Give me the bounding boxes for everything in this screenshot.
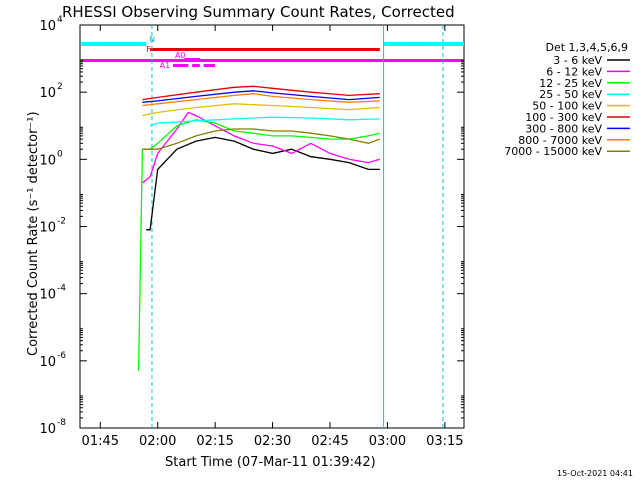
- y-tick-label: 10: [39, 221, 56, 236]
- y-axis-label: Corrected Count Rate (s⁻¹ detector⁻¹): [26, 111, 41, 356]
- plot-frame: [79, 24, 465, 429]
- x-tick-label: 02:30: [254, 434, 291, 449]
- flag-label-attenuator: A1: [160, 61, 171, 70]
- legend-label: 25 - 50 keV: [539, 88, 602, 101]
- flag-label-a0: A0: [175, 51, 186, 60]
- x-tick-label: 01:45: [82, 434, 119, 449]
- flag-label-flare: F: [146, 45, 151, 54]
- chart-title: RHESSI Observing Summary Count Rates, Co…: [62, 3, 455, 21]
- y-tick-exponent: -8: [57, 418, 66, 428]
- y-tick-exponent: -6: [57, 351, 66, 361]
- y-tick-exponent: -4: [57, 284, 66, 294]
- series-line: [137, 119, 380, 371]
- x-tick-label: 02:45: [311, 434, 348, 449]
- y-tick-label: 10: [39, 288, 56, 303]
- flag-bar-magenta: [81, 59, 464, 62]
- legend-label: 100 - 300 keV: [525, 111, 602, 124]
- flag-bar-attenuator: [192, 64, 200, 67]
- x-tick-label: 02:00: [139, 434, 176, 449]
- x-tick-label: 02:15: [196, 434, 233, 449]
- legend-label: 3 - 6 keV: [553, 54, 602, 67]
- y-tick-exponent: 2: [57, 82, 63, 92]
- flag-bar-night: [383, 42, 464, 46]
- x-tick-label: 03:15: [426, 434, 463, 449]
- x-axis-label: Start Time (07-Mar-11 01:39:42): [165, 455, 376, 470]
- flag-bars: NFA0A1: [81, 35, 464, 70]
- legend-label: 7000 - 15000 keV: [504, 145, 602, 158]
- y-tick-exponent: -2: [57, 217, 66, 227]
- legend-label: 800 - 7000 keV: [518, 134, 602, 147]
- legend-label: 50 - 100 keV: [532, 100, 602, 113]
- series-line: [146, 136, 380, 231]
- flag-bar-attenuator: [173, 64, 189, 67]
- series-line: [142, 90, 380, 103]
- y-tick-exponent: 4: [57, 15, 63, 25]
- flag-bar-night: [81, 42, 147, 46]
- y-tick-label: 10: [39, 422, 56, 437]
- flag-bar-attenuator: [203, 64, 216, 67]
- date-stamp: 15-Oct-2021 04:41: [557, 469, 633, 478]
- y-tick-label: 10: [39, 86, 56, 101]
- series-line: [142, 85, 380, 101]
- x-tick-label: 03:00: [369, 434, 406, 449]
- series-lines: [137, 85, 381, 371]
- series-line: [149, 116, 380, 127]
- y-tick-label: 10: [39, 355, 56, 370]
- series-line: [142, 111, 380, 184]
- flag-bar-a0: [184, 58, 200, 60]
- time-markers: [151, 25, 444, 428]
- legend-label: 300 - 800 keV: [525, 122, 602, 135]
- flag-bar-flare: [150, 48, 380, 51]
- legend-title: Det 1,3,4,5,6,9: [545, 41, 628, 54]
- legend-label: 12 - 25 keV: [539, 77, 602, 90]
- legend-label: 6 - 12 keV: [546, 65, 602, 78]
- x-axis-ticks: 01:45 02:00 02:15 02:30 02:45 03:00 03:15: [82, 25, 464, 449]
- y-tick-exponent: 0: [57, 149, 63, 159]
- series-line: [142, 128, 381, 150]
- series-line: [142, 103, 380, 117]
- series-line: [142, 93, 380, 107]
- y-tick-label: 10: [39, 19, 56, 34]
- y-tick-label: 10: [39, 153, 56, 168]
